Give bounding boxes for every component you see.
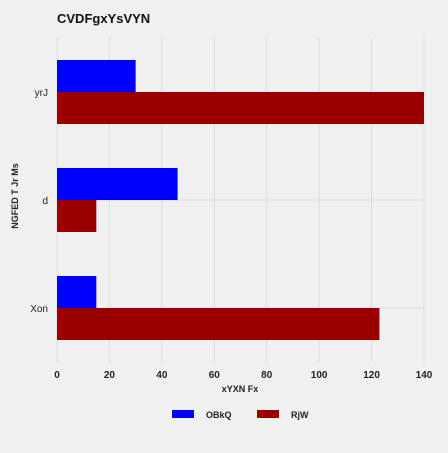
bar: [57, 308, 380, 340]
legend-label: RjW: [291, 410, 309, 420]
x-tick-label: 20: [104, 370, 116, 381]
bar: [57, 60, 136, 92]
x-tick-label: 80: [261, 370, 273, 381]
bars: [57, 60, 424, 340]
y-axis-label: NGFED T Jr Ms: [10, 163, 20, 229]
legend-label: OBkQ: [206, 410, 232, 420]
x-tick-label: 100: [311, 370, 328, 381]
x-tick-label: 0: [54, 370, 60, 381]
y-axis-ticks: yrJ d Xon: [30, 88, 48, 315]
legend-swatch: [257, 410, 279, 418]
chart-title: CVDFgxYsVYN: [57, 11, 150, 26]
x-tick-label: 60: [209, 370, 221, 381]
x-tick-label: 120: [363, 370, 380, 381]
y-tick-label: yrJ: [35, 88, 48, 99]
bar: [57, 276, 97, 308]
y-tick-label: Xon: [30, 304, 48, 315]
x-tick-label: 140: [416, 370, 433, 381]
legend: OBkQ RjW: [172, 410, 309, 420]
bar: [57, 168, 178, 200]
y-tick-label: d: [42, 196, 48, 207]
x-tick-label: 40: [156, 370, 168, 381]
bar: [57, 200, 97, 232]
x-axis-label: xYXN Fx: [222, 384, 259, 394]
bar: [57, 92, 424, 124]
x-axis-ticks: 0 20 40 60 80 100 120 140: [54, 370, 433, 381]
legend-swatch: [172, 410, 194, 418]
